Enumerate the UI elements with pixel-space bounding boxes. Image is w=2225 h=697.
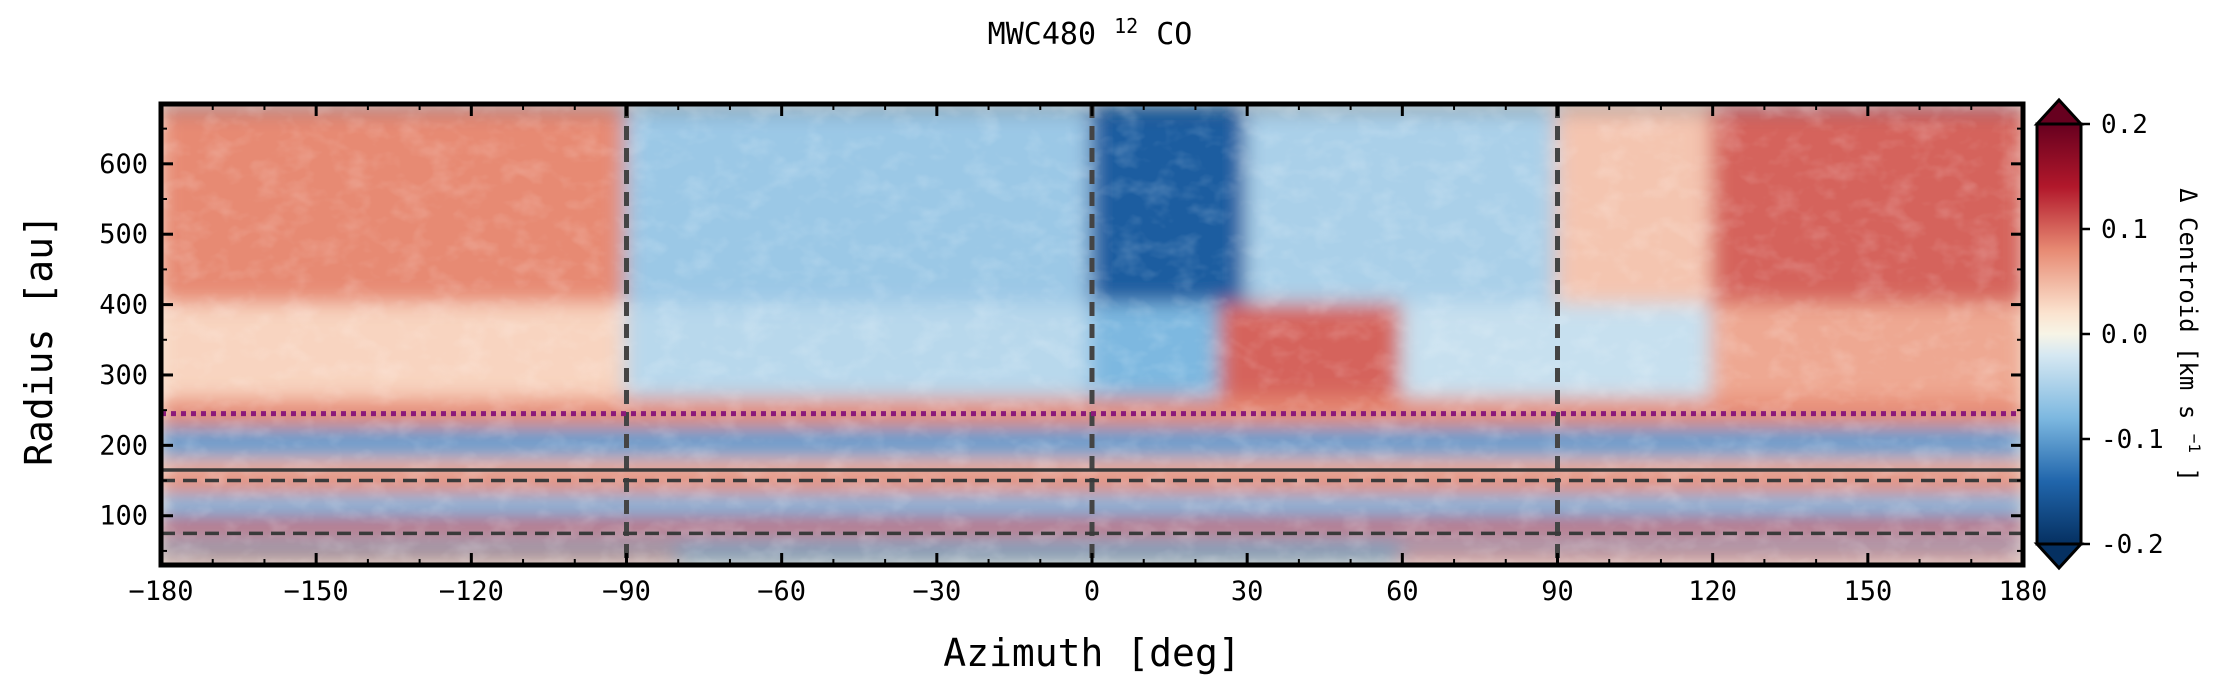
y-tick-label-0: 100 bbox=[99, 501, 148, 532]
colorbar-tick-label-1: 0.1 bbox=[2101, 215, 2148, 245]
colorbar-label-main: Δ Centroid [km s bbox=[2174, 188, 2202, 419]
y-tick-label-4: 500 bbox=[99, 219, 148, 250]
x-tick-label-10: 120 bbox=[1688, 576, 1737, 607]
y-axis-label: Radius [au] bbox=[17, 214, 61, 466]
chart-title-suffix: CO bbox=[1156, 17, 1192, 52]
chart-title: MWC480 12 CO bbox=[988, 6, 1193, 52]
x-tick-label-8: 60 bbox=[1386, 576, 1419, 607]
x-tick-label-12: 180 bbox=[1999, 576, 2048, 607]
colorbar-tick-label-2: 0.0 bbox=[2101, 320, 2148, 350]
colorbar: 0.2 0.1 0.0 -0.1 -0.2 Δ Centroid [km s −1 ] bbox=[2033, 97, 2211, 571]
y-tick-label-2: 300 bbox=[99, 360, 148, 391]
y-tick-label-3: 400 bbox=[99, 290, 148, 321]
x-tick-label-9: 90 bbox=[1541, 576, 1574, 607]
x-axis-label: Azimuth [deg] bbox=[943, 631, 1240, 675]
colorbar-tick-label-4: -0.2 bbox=[2101, 530, 2164, 560]
x-tick-label-7: 30 bbox=[1231, 576, 1264, 607]
colorbar-label: Δ Centroid [km s −1 ] bbox=[2174, 188, 2211, 482]
colorbar-label-sup: −1 bbox=[2185, 434, 2204, 453]
x-tick-label-11: 150 bbox=[1843, 576, 1892, 607]
colorbar-extend-bottom bbox=[2033, 542, 2085, 571]
chart-title-main: MWC480 bbox=[988, 17, 1096, 52]
colorbar-tick-label-3: -0.1 bbox=[2101, 425, 2164, 455]
x-tick-label-3: −90 bbox=[602, 576, 651, 607]
x-tick-label-4: −60 bbox=[757, 576, 806, 607]
y-tick-label-1: 200 bbox=[99, 430, 148, 461]
chart-title-sup: 12 bbox=[1114, 14, 1138, 38]
x-tick-label-0: −180 bbox=[128, 576, 193, 607]
colorbar-tick-label-0: 0.2 bbox=[2101, 110, 2148, 140]
colorbar-bar bbox=[2035, 122, 2083, 546]
y-axis: 100 200 300 400 500 600 bbox=[99, 127, 2023, 552]
reference-lines bbox=[161, 104, 2023, 565]
x-tick-label-5: −30 bbox=[912, 576, 961, 607]
y-tick-label-5: 600 bbox=[99, 149, 148, 180]
colorbar-ticks: 0.2 0.1 0.0 -0.1 -0.2 bbox=[2081, 110, 2164, 560]
x-axis: −180 −150 −120 −90 −60 −30 0 30 60 90 120 150 180 bbox=[128, 104, 2047, 607]
x-tick-label-2: −120 bbox=[439, 576, 504, 607]
x-tick-label-1: −150 bbox=[284, 576, 349, 607]
x-tick-label-6: 0 bbox=[1084, 576, 1100, 607]
colorbar-extend-top bbox=[2033, 97, 2085, 126]
colorbar-label-suffix: ] bbox=[2174, 467, 2202, 481]
